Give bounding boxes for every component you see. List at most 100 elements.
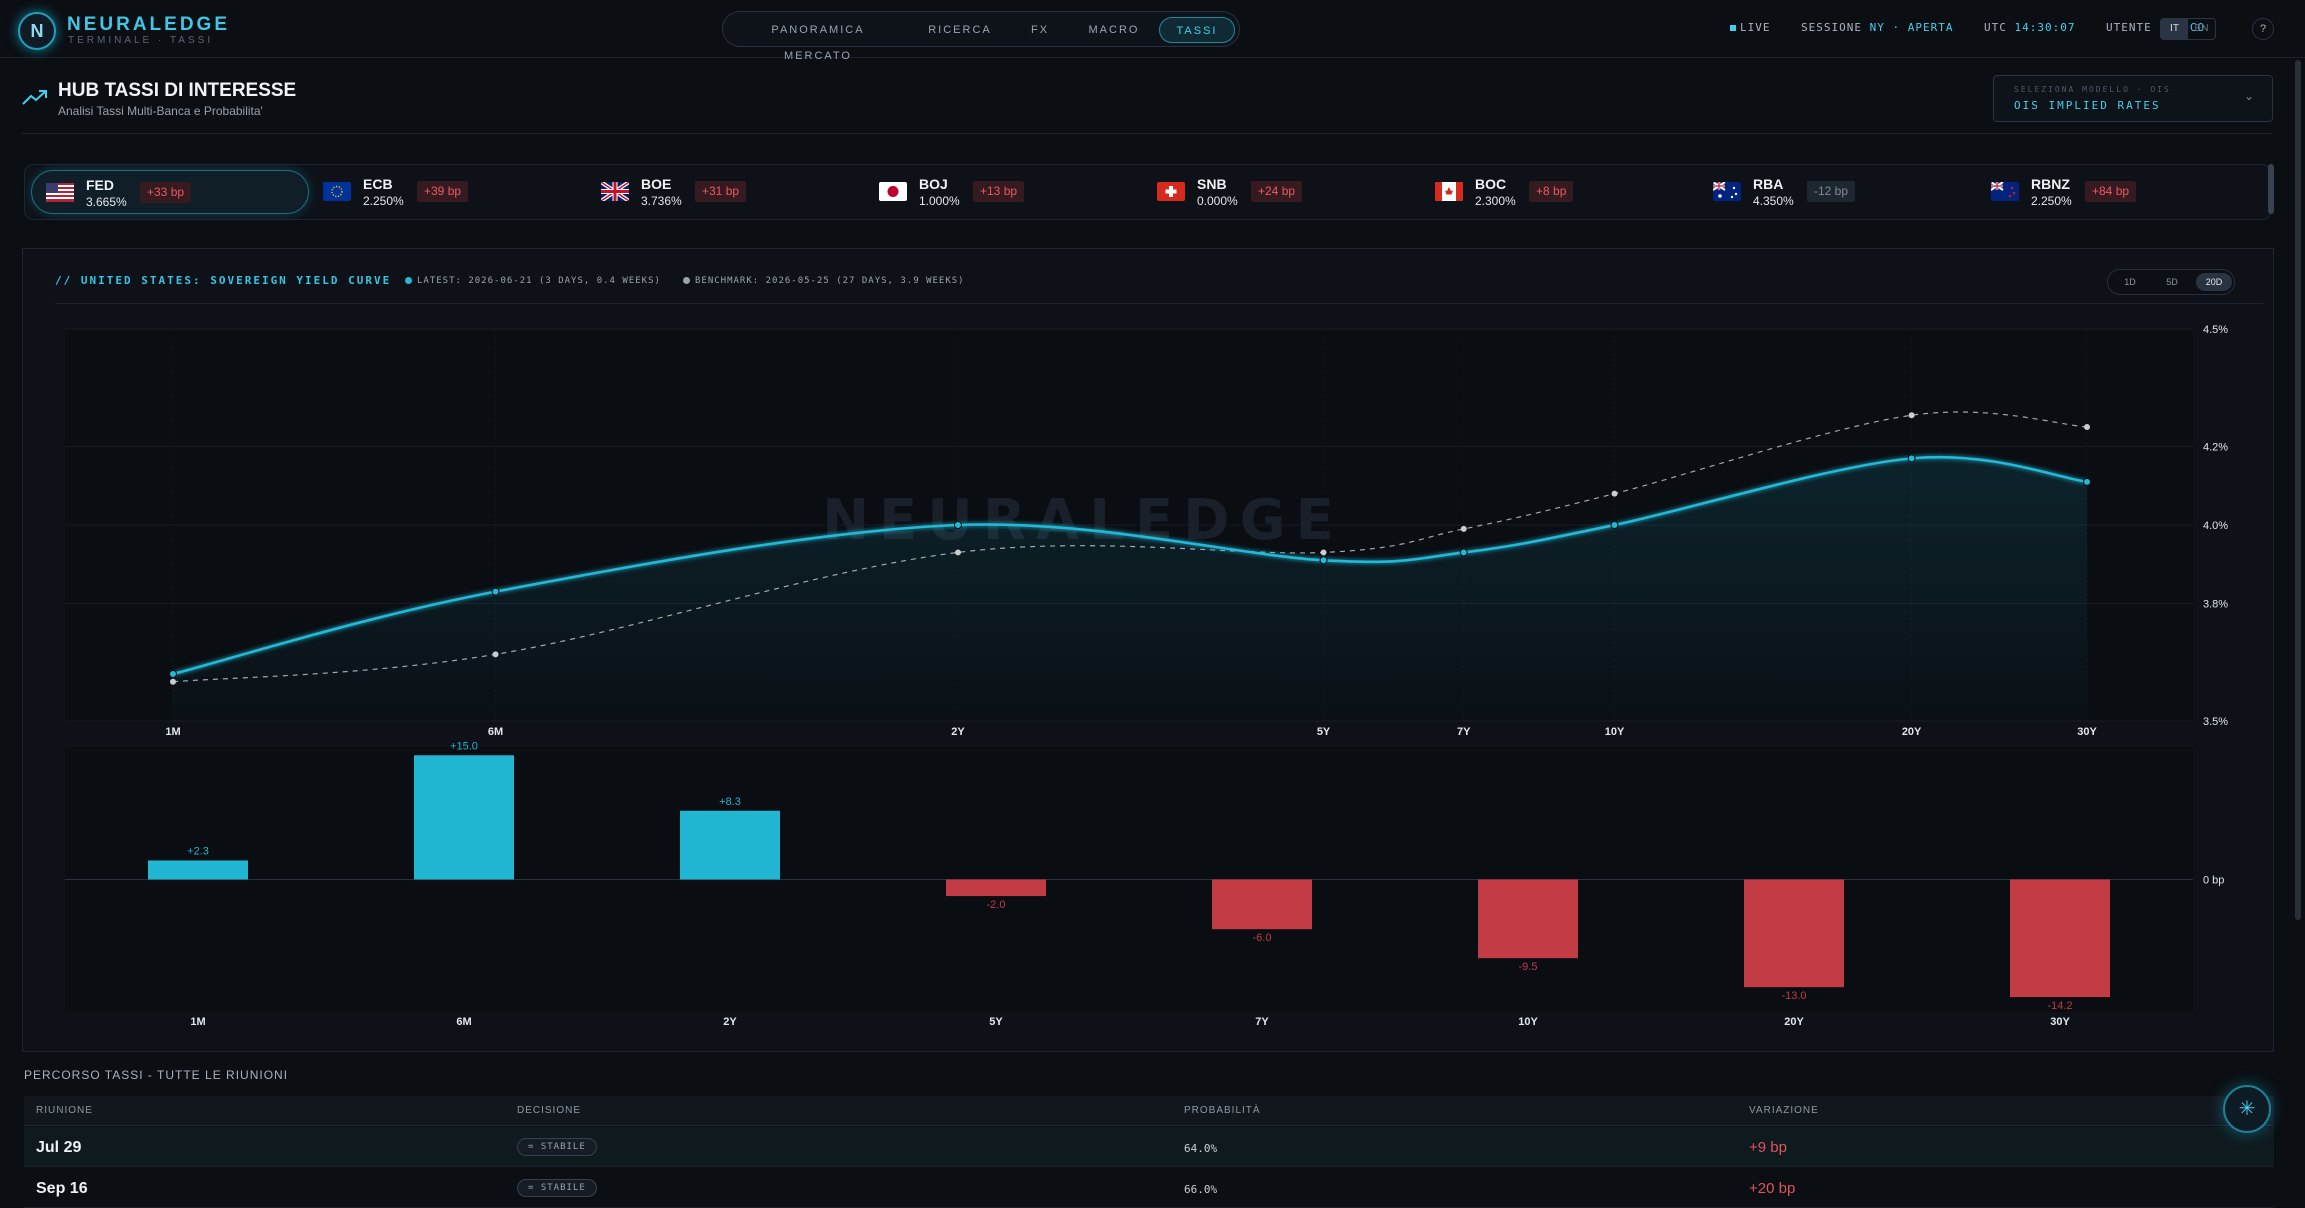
lang-en[interactable]: EN <box>2194 23 2209 34</box>
chevron-down-icon: ⌄ <box>2243 89 2254 103</box>
bar-category-label: 10Y <box>1518 1016 1538 1028</box>
help-button[interactable]: ? <box>2252 18 2274 40</box>
benchmark-point <box>492 651 499 658</box>
bank-name: BOC <box>1475 176 1507 192</box>
brand-name: NEURALEDGE <box>67 14 231 35</box>
bank-rate: 3.736% <box>641 194 682 208</box>
flag-gb-icon <box>601 182 629 201</box>
range-1d[interactable]: 1D <box>2124 277 2136 287</box>
x-tick-label: 20Y <box>1902 726 1922 738</box>
user-label: UTENTE <box>2105 21 2152 34</box>
nav-ricerca[interactable]: RICERCA <box>928 24 992 36</box>
latest-point <box>2083 477 2091 486</box>
range-20d[interactable]: 20D <box>2196 273 2232 291</box>
flag-eu-icon <box>323 182 351 201</box>
bar-category-label: 2Y <box>723 1016 737 1028</box>
table-header: RIUNIONE DECISIONE PROBABILITÀ VARIAZION… <box>24 1096 2274 1126</box>
page-title: HUB TASSI DI INTERESSE <box>58 80 297 101</box>
y-tick-label: 4.2% <box>2203 442 2228 454</box>
top-bar: N NEURALEDGE TERMINALE · TASSI PANORAMIC… <box>0 0 2305 62</box>
bank-card-ecb[interactable]: ECB 2.250% +39 bp <box>309 170 587 214</box>
range-tabs: 1D 5D 20D <box>2107 269 2235 295</box>
y-tick-label: 3.5% <box>2203 716 2228 728</box>
legend-benchmark-text: BENCHMARK: 2026-05-25 (27 DAYS, 3.9 WEEK… <box>695 276 965 286</box>
brand-subtitle: TERMINALE · TASSI <box>68 35 214 46</box>
panel-divider <box>55 303 2263 304</box>
lang-it[interactable]: IT <box>2161 19 2188 39</box>
bank-change-badge: +13 bp <box>973 181 1025 202</box>
flag-au-icon <box>1713 182 1741 201</box>
nav-macro[interactable]: MACRO <box>1088 24 1140 36</box>
bank-name: FED <box>86 177 114 193</box>
y-tick-label: 3.8% <box>2203 598 2228 610</box>
benchmark-point <box>1611 490 1618 497</box>
nav-fx[interactable]: FX <box>1030 24 1050 36</box>
bar <box>1212 879 1312 930</box>
y-tick-label: 4.5% <box>2203 324 2228 336</box>
bank-card-fed[interactable]: FED 3.665% +33 bp <box>31 170 309 214</box>
bank-rate: 4.350% <box>1753 194 1794 208</box>
bar-value-label: +2.3 <box>187 845 209 857</box>
bar <box>1478 879 1578 959</box>
session-label: SESSIONE <box>1801 21 1862 34</box>
bank-change-badge: +8 bp <box>1529 181 1574 202</box>
bank-card-boc[interactable]: BOC 2.300% +8 bp <box>1421 170 1699 214</box>
table-row[interactable]: Jul 29 = STABILE 64.0% +9 bp <box>24 1127 2274 1167</box>
nav-tassi[interactable]: TASSI <box>1159 17 1235 43</box>
bank-change-badge: +33 bp <box>140 182 192 203</box>
latest-point <box>953 521 962 529</box>
central-bank-strip: FED 3.665% +33 bp ECB 2.250% +39 bp BOE 3.736% +… <box>24 164 2272 220</box>
bar <box>1744 879 1844 988</box>
decision-badge: = STABILE <box>517 1138 597 1156</box>
benchmark-point <box>170 678 176 685</box>
page-subtitle: Analisi Tassi Multi-Banca e Probabilita' <box>58 104 263 118</box>
trending-up-icon <box>22 90 47 105</box>
bank-name: BOJ <box>919 176 948 192</box>
logo-icon[interactable]: N <box>18 12 56 50</box>
live-indicator-icon <box>1730 25 1736 31</box>
benchmark-point <box>1908 412 1915 419</box>
nav-panoramica-mercato[interactable]: PANORAMICA MERCATO <box>771 24 865 62</box>
x-tick-label: 2Y <box>951 726 965 738</box>
bank-strip-scrollbar[interactable] <box>2268 164 2274 214</box>
bank-name: SNB <box>1197 176 1227 192</box>
bar <box>148 860 248 880</box>
range-5d[interactable]: 5D <box>2166 277 2178 287</box>
benchmark-point <box>1460 525 1467 532</box>
latest-point <box>491 587 500 596</box>
bank-name: RBA <box>1753 176 1784 192</box>
yield-curve-panel: // UNITED STATES: SOVEREIGN YIELD CURVE … <box>22 248 2274 1052</box>
sparkle-icon[interactable]: ✳ <box>2223 1085 2271 1133</box>
bar-value-label: -13.0 <box>1781 990 1806 1002</box>
bank-card-snb[interactable]: SNB 0.000% +24 bp <box>1143 170 1421 214</box>
table-row[interactable]: Sep 16 = STABILE 66.0% +20 bp <box>24 1168 2274 1208</box>
bar-category-label: 30Y <box>2050 1016 2070 1028</box>
bar-category-label: 7Y <box>1255 1016 1269 1028</box>
bank-name: RBNZ <box>2031 176 2070 192</box>
session-city: NY <box>1869 21 1885 34</box>
bar-value-label: -2.0 <box>987 899 1006 911</box>
model-select[interactable]: SELEZIONA MODELLO · OIS OIS IMPLIED RATE… <box>1993 75 2273 122</box>
header-divider <box>22 133 2272 134</box>
x-tick-label: 10Y <box>1605 726 1625 738</box>
legend-benchmark: BENCHMARK: 2026-05-25 (27 DAYS, 3.9 WEEK… <box>683 276 965 286</box>
bank-rate: 2.250% <box>363 194 404 208</box>
bank-change-badge: +31 bp <box>695 181 747 202</box>
logo-letter: N <box>30 20 44 41</box>
bank-card-rba[interactable]: RBA 4.350% -12 bp <box>1699 170 1977 214</box>
bank-name: ECB <box>363 176 393 192</box>
status-bar: LIVE SESSIONE NY · APERTA UTC 14:30:07 U… <box>1730 21 2205 34</box>
bank-card-rbnz[interactable]: RBNZ 2.250% +84 bp <box>1977 170 2255 214</box>
bank-card-boe[interactable]: BOE 3.736% +31 bp <box>587 170 865 214</box>
bank-rate: 0.000% <box>1197 194 1238 208</box>
x-tick-label: 30Y <box>2077 726 2097 738</box>
bank-card-boj[interactable]: BOJ 1.000% +13 bp <box>865 170 1143 214</box>
curve-title: // UNITED STATES: SOVEREIGN YIELD CURVE <box>55 274 392 287</box>
benchmark-point <box>2084 424 2090 430</box>
row-date: Jul 29 <box>36 1139 82 1156</box>
page-scrollbar[interactable] <box>2295 60 2301 920</box>
bar-category-label: 5Y <box>989 1016 1003 1028</box>
row-change: +20 bp <box>1749 1180 1796 1197</box>
bar-category-label: 20Y <box>1784 1016 1804 1028</box>
utc-label: UTC <box>1983 21 2007 34</box>
